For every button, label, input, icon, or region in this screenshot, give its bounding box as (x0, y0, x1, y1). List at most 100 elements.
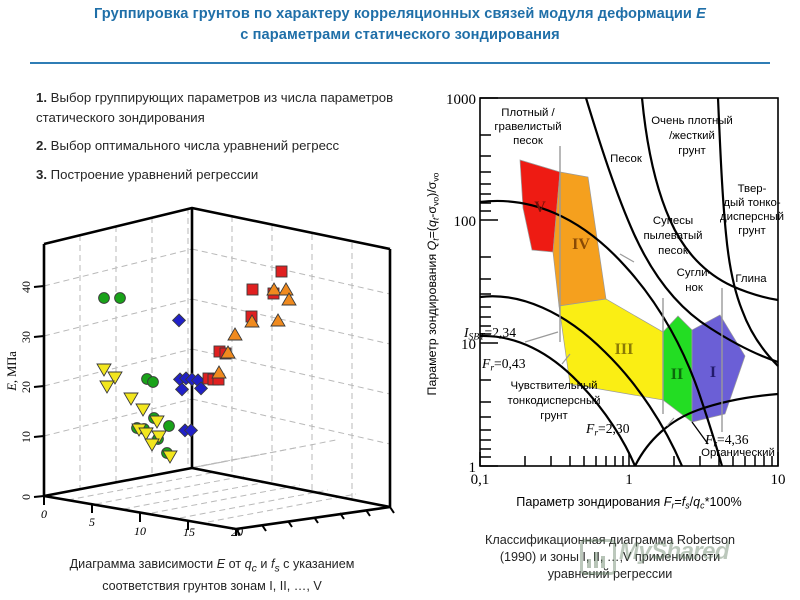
x-tick-0-1: 0,1 (471, 472, 490, 488)
soil-boundary-curves (479, 97, 779, 467)
caption-left-fs: f (270, 557, 275, 571)
annotation-leader-lines (524, 253, 635, 343)
title-symbol-E: E (696, 6, 706, 22)
y-axis-tick-labels: 1000 100 10 1 (446, 92, 476, 476)
y-tick-10: 10 (461, 337, 476, 353)
annotation-arrows (691, 421, 709, 445)
caption-right-line3: уравнений регрессии (547, 567, 673, 581)
x-axis-ticks (479, 452, 779, 466)
y-tick-40: 40 (19, 281, 33, 293)
caption-left-a: Диаграмма зависимости (69, 557, 217, 571)
caption-right-line1: Классификационная диаграмма Robertson (485, 533, 735, 547)
caption-left-line2: соответствия грунтов зонам I, II, …, V (102, 578, 322, 593)
soil-label-sensitive-1: Чувствительный (510, 380, 597, 392)
annotation-Isbt: ISBT=2,34 (463, 325, 516, 342)
y-axis-label: E, МПа (5, 351, 19, 392)
y-axis-label: Параметр зондирования Qt=(qt-σvo)/σvo (425, 172, 441, 395)
soil-label-sand: Песок (610, 153, 643, 165)
y-axis-ticks (33, 285, 45, 498)
soil-label-stiff-fine-4: грунт (738, 225, 766, 237)
caption-left-b: от (225, 557, 245, 571)
y-tick-0: 0 (19, 494, 33, 500)
zone-polygons (519, 159, 746, 423)
scatter-3d-chart: 0 10 20 30 40 E, МПа 0 5 10 15 20 (4, 196, 416, 536)
z-axis-ticks (235, 506, 395, 536)
caption-left-c: и (256, 557, 271, 571)
chart-annotations: ISBT=2,34 Fr=0,43 Fr=2,30 Fr=4,36 (463, 325, 749, 449)
soil-label-stiff-fine-3: дисперсный (720, 211, 784, 223)
annotation-Fr-0-43: Fr=0,43 (481, 356, 526, 373)
step-number: 1. (36, 90, 47, 105)
soil-label-sensitive-2: тонкодисперсный (508, 395, 601, 407)
annotation-Fr-4-36: Fr=4,36 (704, 432, 749, 449)
title-line-2: с параметрами статического зондирования (240, 27, 560, 43)
zone-label-I: I (710, 364, 716, 381)
annotation-ticks (561, 353, 675, 427)
x-tick-10: 10 (134, 524, 146, 536)
zone-labels: V IV III II I (534, 199, 716, 383)
soil-label-organic: Органический (701, 447, 775, 459)
soil-label-stiff-fine-1: Твер- (738, 183, 767, 195)
series-marker-diamond (171, 313, 209, 438)
soil-label-loam-1: Сугли- (677, 267, 712, 279)
series-marker-triangle-up (211, 282, 297, 379)
caption-right-line2: (1990) и зоны I, II, …,V применимости (499, 550, 721, 564)
soil-label-dense-gravel-2: гравелистый (494, 121, 561, 133)
step-text: Выбор группирующих параметров из числа п… (36, 90, 394, 125)
page-title: Группировка грунтов по характеру корреля… (0, 4, 800, 46)
grid-lines (43, 208, 391, 523)
title-line-1: Группировка грунтов по характеру корреля… (0, 4, 800, 25)
soil-label-stiff-fine-2: дый тонко- (723, 197, 781, 209)
list-item: 1. Выбор группирующих параметров из числ… (36, 88, 412, 127)
x-axis-label: Параметр зондирования Fr=fs/qc*100% (516, 495, 741, 511)
soil-label-loam-2: нок (685, 282, 704, 294)
soil-label-dense-gravel-1: Плотный / (501, 107, 555, 119)
title-divider (30, 62, 770, 64)
y-tick-1000: 1000 (446, 92, 476, 108)
zone-label-III: III (615, 341, 634, 358)
caption-left-d: с указанием (279, 557, 355, 571)
caption-left: Диаграмма зависимости E от qc и fs с ука… (14, 556, 410, 595)
robertson-svg: 1000 100 10 1 Параметр зондирования Qt=(… (425, 92, 786, 511)
x-tick-15: 15 (183, 525, 195, 536)
soil-label-silty-1: Супесы (653, 215, 693, 227)
soil-label-sensitive-3: грунт (540, 410, 568, 422)
soil-label-dense-gravel-3: песок (513, 135, 544, 147)
caption-right: Классификационная диаграмма Robertson (1… (424, 532, 796, 583)
y-axis-tick-labels: 0 10 20 30 40 (19, 281, 33, 500)
zone-V-polygon (519, 159, 561, 253)
soil-region-labels: Плотный / гравелистый песок Песок Очень … (494, 107, 784, 459)
soil-label-verydense-2: /жесткий (669, 130, 715, 142)
step-number: 2. (36, 138, 47, 153)
x-tick-0: 0 (41, 507, 47, 521)
soil-label-clay: Глина (735, 273, 767, 285)
steps-list: 1. Выбор группирующих параметров из числ… (36, 88, 412, 193)
y-tick-100: 100 (454, 214, 477, 230)
x-tick-5: 5 (89, 515, 95, 529)
y-tick-1: 1 (469, 460, 477, 476)
zone-label-V: V (534, 199, 546, 216)
title-text-part1: Группировка грунтов по характеру корреля… (93, 6, 697, 22)
soil-label-silty-3: песок (658, 245, 689, 257)
zone-label-IV: IV (572, 236, 590, 253)
caption-left-qc: q (244, 557, 252, 571)
zone-label-II: II (671, 366, 683, 383)
x-tick-10: 10 (771, 472, 786, 488)
series-marker-triangle-down (96, 363, 178, 464)
step-number: 3. (36, 166, 47, 182)
list-item: 2. Выбор оптимального числа уравнений ре… (36, 136, 412, 156)
caption-left-fs-sub: s (274, 562, 280, 575)
soil-label-silty-2: пылеватый (643, 230, 702, 242)
scatter-3d-svg: 0 10 20 30 40 E, МПа 0 5 10 15 20 (5, 206, 395, 536)
step-text: Выбор оптимального числа уравнений регре… (50, 138, 340, 153)
caption-left-qc-sub: c (251, 562, 257, 575)
y-tick-20: 20 (19, 381, 33, 393)
caption-left-E: E (216, 557, 226, 571)
y-axis-ticks (480, 97, 498, 467)
x-axis-tick-labels: 0,1 1 10 (471, 472, 786, 488)
y-tick-30: 30 (19, 331, 33, 343)
soil-label-verydense-3: грунт (678, 145, 706, 157)
annotation-Fr-2-30: Fr=2,30 (585, 421, 630, 438)
y-tick-10: 10 (19, 431, 33, 443)
